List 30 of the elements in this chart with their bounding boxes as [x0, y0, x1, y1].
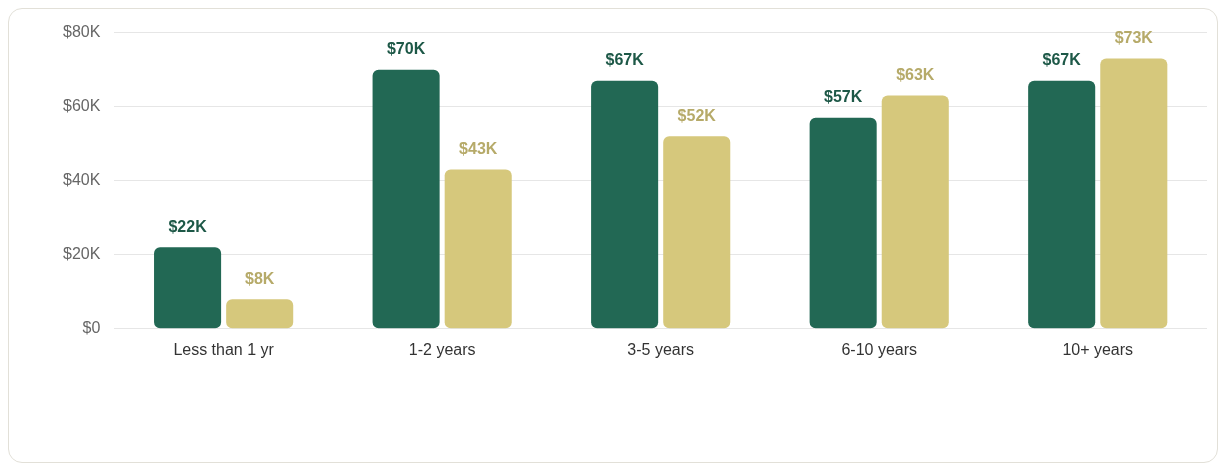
- data-label: $73K: [1114, 28, 1154, 46]
- x-tick-label: 3-5 years: [627, 340, 695, 358]
- data-label: $8K: [245, 269, 275, 287]
- data-label: $63K: [896, 65, 935, 83]
- bar: [444, 169, 512, 329]
- x-tick-label: 6-10 years: [841, 340, 918, 358]
- y-tick-label: $60K: [62, 97, 101, 115]
- data-label: $67K: [1042, 51, 1082, 69]
- data-label: $43K: [459, 140, 498, 157]
- y-tick-label: $40K: [62, 171, 101, 189]
- data-label: $52K: [677, 106, 717, 124]
- bar: [591, 80, 659, 329]
- bar: [663, 136, 731, 329]
- data-label: $57K: [824, 88, 863, 106]
- y-tick-label: $0: [82, 319, 101, 337]
- bar: [881, 95, 949, 329]
- x-tick-label: 1-2 years: [408, 340, 476, 358]
- bar: [226, 299, 294, 329]
- bar: [372, 69, 440, 329]
- bar: [154, 247, 222, 329]
- x-tick-label: 10+ years: [1062, 340, 1134, 358]
- bar: [1100, 58, 1168, 329]
- y-tick-label: $20K: [62, 245, 101, 263]
- data-label: $70K: [386, 40, 426, 58]
- bar: [809, 117, 877, 329]
- data-label: $67K: [605, 51, 645, 69]
- bar: [1028, 80, 1096, 329]
- y-tick-label: $80K: [62, 23, 101, 41]
- data-label: $22K: [168, 217, 208, 235]
- x-tick-label: Less than 1 yr: [173, 340, 275, 358]
